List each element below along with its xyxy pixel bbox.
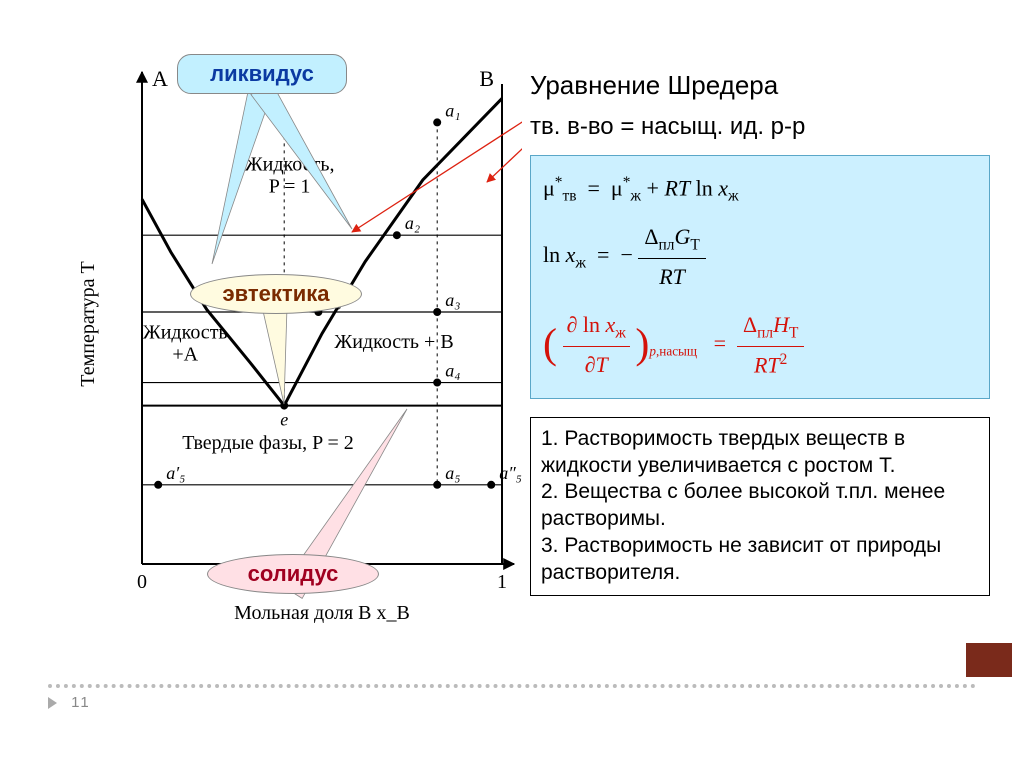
- equation-1: μ*тв = μ*ж + RT ln xж: [543, 170, 977, 209]
- svg-text:a₁: a₁: [445, 100, 460, 120]
- footer-play-icon: [48, 697, 57, 709]
- equation-box: μ*тв = μ*ж + RT ln xж ln xж = − ΔплGT RT…: [530, 155, 990, 399]
- svg-text:a₅: a₅: [445, 463, 460, 483]
- callout-eutectic: эвтектика: [190, 274, 362, 314]
- svg-text:a′₅: a′₅: [166, 463, 185, 483]
- svg-text:a₂: a₂: [405, 213, 420, 233]
- callout-eutectic-label: эвтектика: [223, 281, 330, 306]
- right-column: Уравнение Шредера тв. в-во = насыщ. ид. …: [530, 70, 990, 596]
- page-number: 11: [71, 694, 91, 711]
- svg-text:a″₅: a″₅: [499, 463, 522, 483]
- schroeder-title: Уравнение Шредера: [530, 70, 990, 101]
- equation-3: ( ∂ ln xж ∂T )p,насыщ = ΔплHT RT2: [543, 307, 977, 383]
- svg-text:Жидкость + B: Жидкость + B: [334, 331, 453, 353]
- equation-2: ln xж = − ΔплGT RT: [543, 219, 977, 295]
- svg-text:a₄: a₄: [445, 361, 460, 381]
- note-1: 1. Растворимость твердых веществ в жидко…: [541, 426, 979, 480]
- svg-text:Температура T: Температура T: [77, 261, 99, 387]
- corner-accent: [966, 643, 1012, 677]
- callout-solidus: солидус: [207, 554, 379, 594]
- slide-footer: 11: [48, 684, 976, 711]
- note-2: 2. Вещества с более высокой т.пл. менее …: [541, 479, 979, 533]
- svg-text:1: 1: [497, 571, 507, 593]
- svg-text:a₃: a₃: [445, 290, 460, 310]
- slide: a₁a₂a₃a₄a₅a′₅a″₅b₃eЖидкость,P = 1Жидкост…: [0, 0, 1024, 767]
- schroeder-subtitle: тв. в-во = насыщ. ид. р-р: [530, 113, 990, 141]
- svg-text:e: e: [280, 410, 288, 430]
- svg-text:B: B: [479, 66, 494, 91]
- svg-text:Твердые фазы, P = 2: Твердые фазы, P = 2: [182, 432, 353, 454]
- svg-text:0: 0: [137, 571, 147, 593]
- callout-solidus-label: солидус: [248, 561, 339, 586]
- note-3: 3. Растворимость не зависит от природы р…: [541, 533, 979, 587]
- svg-text:Жидкость: Жидкость: [143, 321, 228, 343]
- svg-text:A: A: [152, 66, 168, 91]
- callout-liquidus-label: ликвидус: [210, 61, 314, 86]
- svg-text:+A: +A: [172, 343, 198, 365]
- phase-diagram: a₁a₂a₃a₄a₅a′₅a″₅b₃eЖидкость,P = 1Жидкост…: [52, 54, 502, 674]
- svg-text:Мольная доля B x_B: Мольная доля B x_B: [234, 602, 410, 624]
- notes-box: 1. Растворимость твердых веществ в жидко…: [530, 417, 990, 596]
- callout-liquidus: ликвидус: [177, 54, 347, 94]
- svg-text:P = 1: P = 1: [269, 175, 311, 197]
